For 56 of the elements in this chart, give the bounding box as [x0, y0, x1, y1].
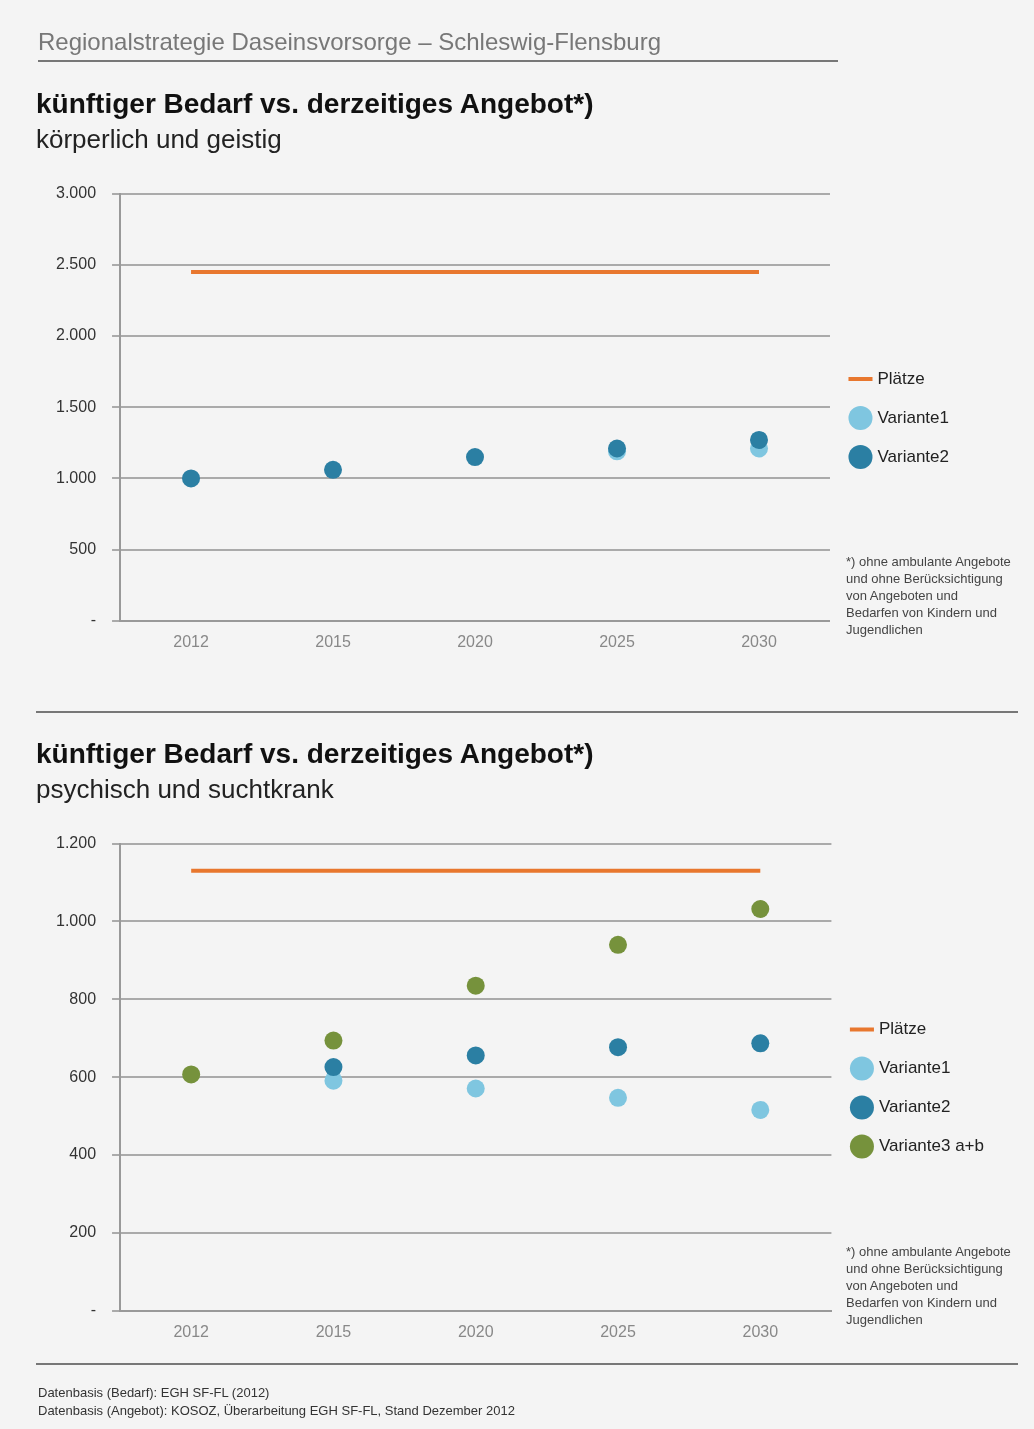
- point: [324, 1058, 343, 1077]
- text: Datenbasis (Angebot): KOSOZ, Überarbeitung EGH SF-FL, Stand Dezember 2012: [38, 1402, 515, 1420]
- y-tick-label: 800: [69, 989, 97, 1007]
- legend-label: Variante1: [877, 407, 949, 427]
- point: [749, 430, 768, 449]
- y-tick-label: 500: [69, 540, 97, 558]
- chart-subtitle: körperlich und geistig: [36, 124, 282, 155]
- x-tick-label: 2012: [173, 1322, 210, 1340]
- y-tick-label: 1.200: [55, 834, 97, 852]
- y-tick-label: -: [90, 1301, 97, 1319]
- point: [324, 1031, 343, 1050]
- y-tick-label: 1.000: [55, 468, 97, 486]
- point: [182, 1065, 201, 1084]
- legend-label: Plätze: [877, 368, 925, 388]
- legend-label: Variante3 a+b: [878, 1136, 985, 1156]
- point: [466, 448, 485, 467]
- y-tick-label: 1.500: [55, 397, 97, 415]
- y-tick-label: 600: [69, 1067, 97, 1085]
- y-tick-label: 3.000: [55, 184, 97, 202]
- y-tick-label: 400: [69, 1145, 97, 1163]
- point: [324, 460, 343, 479]
- x-tick-label: 2015: [315, 1322, 352, 1340]
- point: [609, 1038, 628, 1057]
- text: Regionalstrategie Daseinsvorsorge – Schleswig-Flensburg: [38, 28, 838, 62]
- legend-label: Variante2: [877, 446, 949, 466]
- x-tick-label: 2020: [457, 632, 493, 650]
- point: [609, 935, 628, 954]
- text: *) ohne ambulante Angebote und ohne Berücksichtigung von Angeboten und Bedarfen von Kindern und Jugendlichen: [846, 1243, 1012, 1328]
- legend-label: Variante1: [878, 1058, 951, 1078]
- chart-title: künftiger Bedarf vs. derzeitiges Angebot*): [36, 88, 594, 120]
- x-tick-label: 2025: [599, 632, 635, 650]
- point: [609, 1088, 628, 1107]
- y-tick-label: -: [90, 611, 97, 629]
- chart-title: künftiger Bedarf vs. derzeitiges Angebot*): [36, 738, 594, 770]
- point: [751, 1100, 770, 1119]
- legend-label: Variante2: [878, 1097, 951, 1117]
- legend-label: Plätze: [878, 1019, 927, 1039]
- chart-subtitle: psychisch und suchtkrank: [36, 774, 334, 805]
- point: [466, 1046, 485, 1065]
- x-tick-label: 2015: [315, 632, 351, 650]
- point: [751, 900, 770, 919]
- x-tick-label: 2020: [457, 1322, 494, 1340]
- x-tick-label: 2030: [742, 1322, 779, 1340]
- point: [466, 1079, 485, 1098]
- y-tick-label: 1.000: [55, 911, 97, 929]
- point: [751, 1034, 770, 1053]
- x-tick-label: 2025: [600, 1322, 636, 1340]
- y-tick-label: 2.500: [55, 255, 97, 273]
- point: [182, 469, 201, 488]
- y-tick-label: 2.000: [55, 326, 97, 344]
- y-tick-label: 200: [69, 1223, 97, 1241]
- x-tick-label: 2012: [173, 632, 209, 650]
- x-tick-label: 2030: [741, 632, 777, 650]
- text: *) ohne ambulante Angebote und ohne Berücksichtigung von Angeboten und Bedarfen von Kindern und Jugendlichen: [846, 553, 1012, 638]
- point: [466, 976, 485, 995]
- text: Datenbasis (Bedarf): EGH SF-FL (2012): [38, 1384, 271, 1402]
